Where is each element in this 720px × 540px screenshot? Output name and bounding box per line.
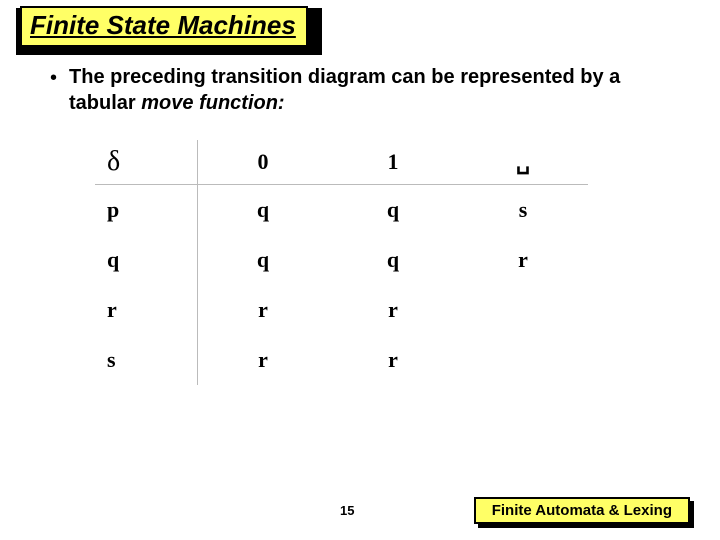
bullet-text-em: move function: — [141, 92, 284, 114]
bullet-marker: • — [50, 66, 57, 90]
bullet-item: • The preceding transition diagram can b… — [50, 64, 680, 116]
title-face: Finite State Machines — [20, 6, 308, 47]
cell: r — [458, 247, 588, 273]
cell: q — [198, 247, 328, 273]
cell: r — [198, 297, 328, 323]
row-state: q — [95, 235, 198, 285]
cell: r — [198, 347, 328, 373]
footer-box: Finite Automata & Lexing — [474, 497, 690, 524]
cell: q — [328, 197, 458, 223]
table-header-row: δ 0 1 ␣ — [95, 140, 588, 185]
col-header-0: 0 — [198, 149, 328, 175]
title-box: Finite State Machines — [12, 4, 318, 51]
cell: q — [198, 197, 328, 223]
bullet-text: The preceding transition diagram can be … — [69, 64, 680, 116]
row-state: r — [95, 285, 198, 335]
body-content: • The preceding transition diagram can b… — [50, 64, 680, 116]
page-title: Finite State Machines — [30, 10, 296, 40]
cell: q — [328, 247, 458, 273]
table-row: r r r — [95, 285, 588, 335]
table-row: s r r — [95, 335, 588, 385]
row-state: p — [95, 185, 198, 235]
table-row: q q q r — [95, 235, 588, 285]
row-state: s — [95, 335, 198, 385]
transition-table: δ 0 1 ␣ p q q s q q q r r r r s r r — [95, 140, 588, 385]
table-row: p q q s — [95, 185, 588, 235]
cell: s — [458, 197, 588, 223]
delta-symbol: δ — [95, 140, 198, 184]
col-header-2: ␣ — [458, 149, 588, 175]
cell: r — [328, 347, 458, 373]
page-number: 15 — [340, 503, 354, 518]
footer-label: Finite Automata & Lexing — [474, 497, 690, 524]
cell: r — [328, 297, 458, 323]
col-header-1: 1 — [328, 149, 458, 175]
